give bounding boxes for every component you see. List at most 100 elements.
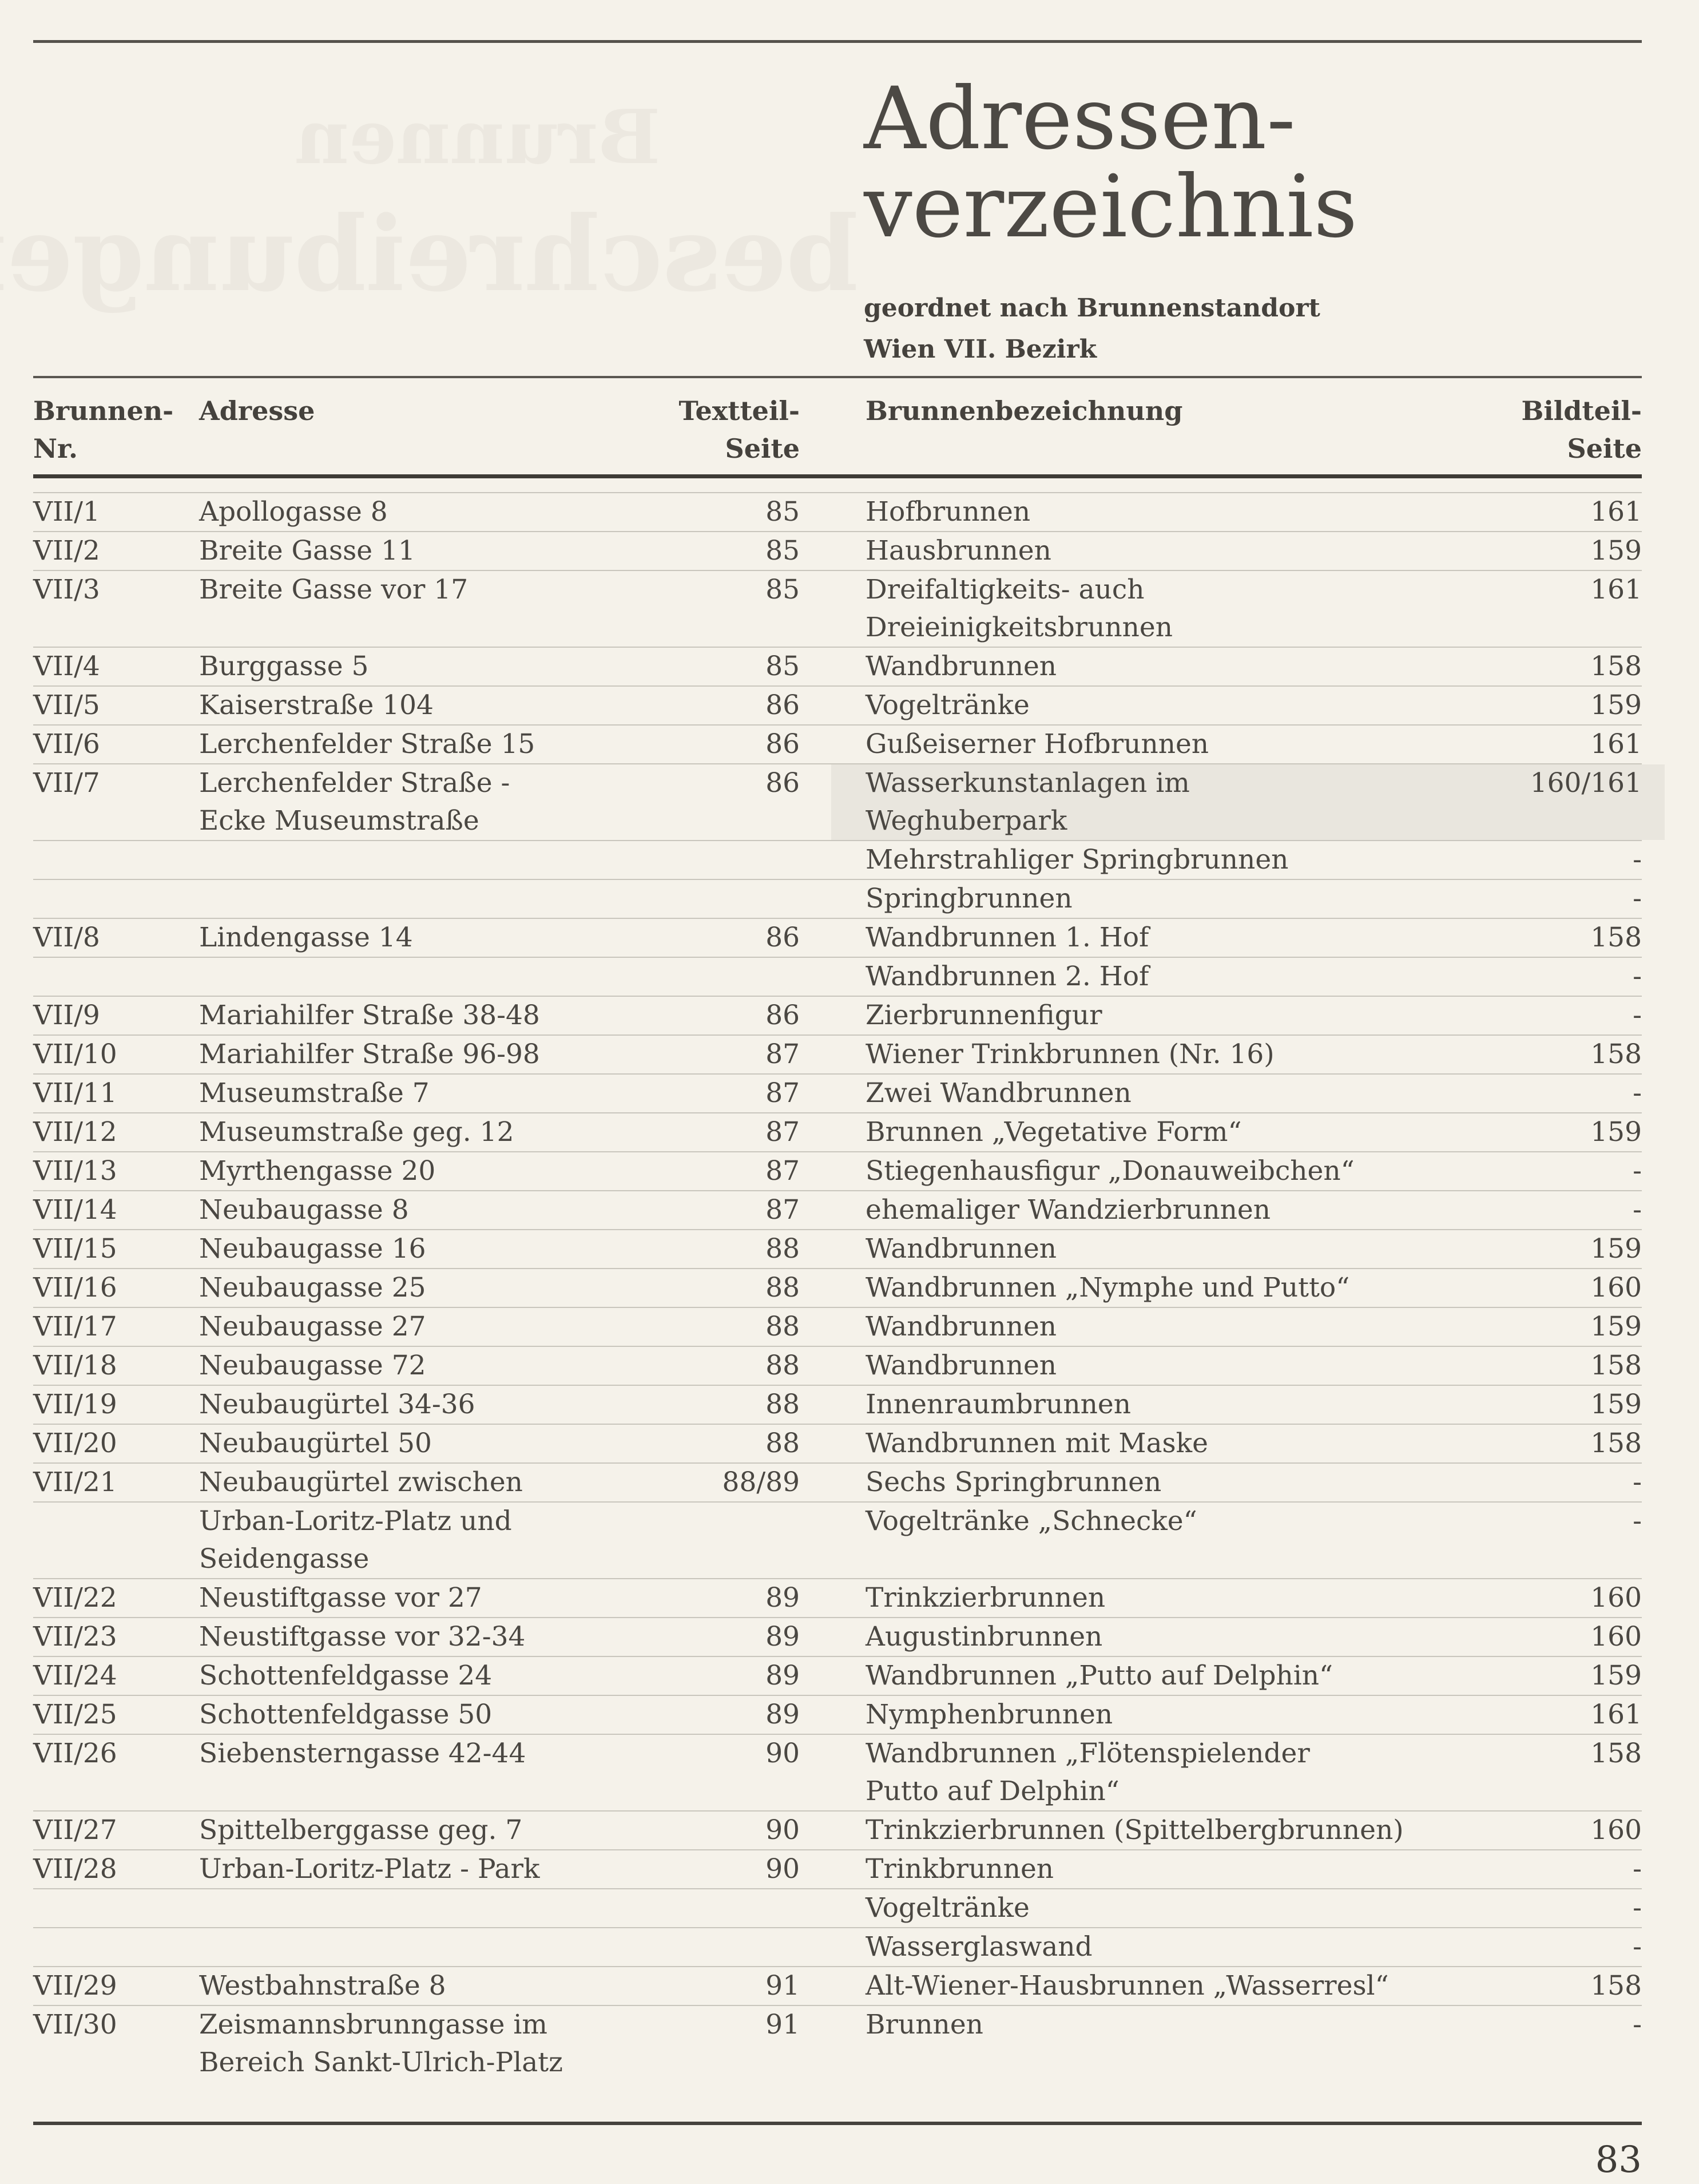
table-row: VII/25 Schottenfeldgasse 50 89 Nymphenbrunn… [33,1695,1642,1734]
table-row-line: Wandbrunnen 2. Hof - [33,958,1642,996]
row-bildteil-seite: 161 [1590,1699,1642,1730]
row-adresse: Neubaugasse 25 [199,1272,426,1303]
row-bildteil-seite: 160 [1590,1582,1642,1614]
table-row: VII/16 Neubaugasse 25 88 Wandbrunnen „Nymph… [33,1268,1642,1307]
row-adresse: Apollogasse 8 [199,496,388,528]
row-textteil-seite: 88 [765,1272,800,1303]
table-row: VII/5 Kaiserstraße 104 86 Vogeltränke 159 [33,685,1642,724]
row-bildteil-seite: 158 [1590,922,1642,953]
row-brunnen-nr: VII/14 [33,1194,117,1226]
row-textteil-seite: 88 [765,1428,800,1459]
row-adresse: Neubaugürtel 34-36 [199,1389,475,1420]
row-adresse [199,880,662,918]
header-bildteil-seite: Bildteil- Seite [1482,392,1642,467]
row-textteil-seite [662,958,800,996]
table-row: Urban-Loritz-Platz und Vogeltränke „Schne… [33,1501,1642,1578]
row-bildteil-seite: - [1633,1505,1642,1537]
row-bildteil-seite [1482,802,1642,840]
row-textteil-seite: 86 [765,922,800,953]
row-textteil-seite: 85 [765,574,800,605]
header-rule [33,474,1642,478]
header-adresse: Adresse [199,395,315,426]
header-brunnenbezeichnung: Brunnenbezeichnung [866,395,1183,426]
row-brunnen-nr [33,880,199,918]
table-row-line: Vogeltränke - [33,1889,1642,1927]
row-adresse: Neubaugürtel zwischen [199,1466,523,1498]
row-bildteil-seite: - [1633,2009,1642,2040]
row-adresse [199,1889,662,1927]
row-adresse: Neubaugürtel 50 [199,1428,432,1459]
row-brunnenbezeichnung: Trinkbrunnen [866,1853,1054,1885]
table-row-line: VII/20 Neubaugürtel 50 88 Wandbrunnen mit M… [33,1425,1642,1462]
row-brunnenbezeichnung: Putto auf Delphin“ [866,1775,1120,1807]
table-row-line: Dreieinigkeitsbrunnen [33,609,1642,647]
row-textteil-seite: 90 [765,1814,800,1846]
table-row-line: VII/25 Schottenfeldgasse 50 89 Nymphenbrunn… [33,1696,1642,1734]
row-textteil-seite: 88 [765,1233,800,1265]
table-row-line: VII/22 Neustiftgasse vor 27 89 Trinkzierbru… [33,1579,1642,1617]
table-row: VII/20 Neubaugürtel 50 88 Wandbrunnen mit M… [33,1424,1642,1462]
row-brunnenbezeichnung: Zierbrunnenfigur [866,1000,1102,1031]
row-adresse: Zeismannsbrunngasse im [199,2009,547,2040]
row-brunnen-nr: VII/12 [33,1116,117,1148]
row-textteil-seite: 90 [765,1738,800,1769]
row-bildteil-seite: 158 [1590,1428,1642,1459]
table-row: VII/27 Spittelberggasse geg. 7 90 Trinkzier… [33,1810,1642,1849]
row-brunnen-nr: VII/25 [33,1699,117,1730]
row-adresse: Ecke Museumstraße [199,805,479,837]
row-brunnenbezeichnung: Wasserkunstanlagen im [866,767,1190,799]
row-bildteil-seite: 161 [1590,496,1642,528]
ghost-line: Brunnen [295,93,661,181]
row-brunnen-nr: VII/1 [33,496,100,528]
row-adresse: Urban-Loritz-Platz - Park [199,1853,540,1885]
row-bildteil-seite: 160 [1590,1272,1642,1303]
table-header: Brunnen- Nr. Adresse Textteil- Seite Bru… [33,392,1642,467]
row-brunnen-nr: VII/21 [33,1466,117,1498]
row-brunnen-nr: VII/13 [33,1155,117,1187]
row-textteil-seite [662,1540,800,1578]
row-brunnenbezeichnung: Brunnen [866,2009,983,2040]
row-bildteil-seite: - [1633,1853,1642,1885]
row-textteil-seite [662,1773,800,1810]
row-brunnenbezeichnung: Wandbrunnen 2. Hof [866,961,1149,992]
subtitle-line1: geordnet nach Brunnenstandort [864,294,1320,323]
table-row: VII/13 Myrthengasse 20 87 Stiegenhausfigur … [33,1151,1642,1190]
row-textteil-seite [662,1928,800,1966]
row-adresse: Lindengasse 14 [199,922,413,953]
row-brunnenbezeichnung: Innenraumbrunnen [866,1389,1131,1420]
row-textteil-seite [662,802,800,840]
row-brunnen-nr [33,2044,199,2082]
row-bildteil-seite [1482,1773,1642,1810]
row-bildteil-seite: 159 [1590,1233,1642,1265]
row-brunnen-nr: VII/22 [33,1582,117,1614]
row-brunnen-nr: VII/30 [33,2009,117,2040]
row-bildteil-seite: 159 [1590,689,1642,721]
row-textteil-seite [662,880,800,918]
row-adresse: Museumstraße geg. 12 [199,1116,514,1148]
row-brunnenbezeichnung: Wandbrunnen „Putto auf Delphin“ [866,1660,1333,1691]
row-brunnenbezeichnung: Wandbrunnen [866,651,1057,682]
row-textteil-seite: 87 [765,1155,800,1187]
row-adresse [199,841,662,879]
row-textteil-seite: 86 [765,1000,800,1031]
row-bildteil-seite: 160 [1590,1814,1642,1846]
table-row-line: VII/15 Neubaugasse 16 88 Wandbrunnen 159 [33,1230,1642,1268]
row-bildteil-seite: - [1633,1000,1642,1031]
header-brunnen-nr-line2: Nr. [33,433,78,464]
row-adresse: Schottenfeldgasse 50 [199,1699,493,1730]
table-row-line: VII/26 Siebensterngasse 42-44 90 Wandbrunne… [33,1735,1642,1773]
page-title-line1: Adressen- [864,69,1296,169]
row-brunnenbezeichnung: Trinkzierbrunnen (Spittelbergbrunnen) [866,1814,1404,1846]
row-brunnen-nr: VII/18 [33,1350,117,1381]
row-textteil-seite: 86 [765,728,800,760]
table-row-line: VII/11 Museumstraße 7 87 Zwei Wandbrunnen - [33,1075,1642,1112]
table-row: Wasserglaswand - [33,1927,1642,1966]
table-row-line: VII/29 Westbahnstraße 8 91 Alt-Wiener-Hausb… [33,1967,1642,2005]
row-textteil-seite: 88 [765,1311,800,1342]
table-row: Mehrstrahliger Springbrunnen - [33,840,1642,879]
table-row: VII/24 Schottenfeldgasse 24 89 Wandbrunnen … [33,1656,1642,1695]
table-row-line: VII/17 Neubaugasse 27 88 Wandbrunnen 159 [33,1308,1642,1346]
table-row-line: VII/8 Lindengasse 14 86 Wandbrunnen 1. Hof 1… [33,919,1642,957]
bottom-rule [33,2122,1642,2125]
